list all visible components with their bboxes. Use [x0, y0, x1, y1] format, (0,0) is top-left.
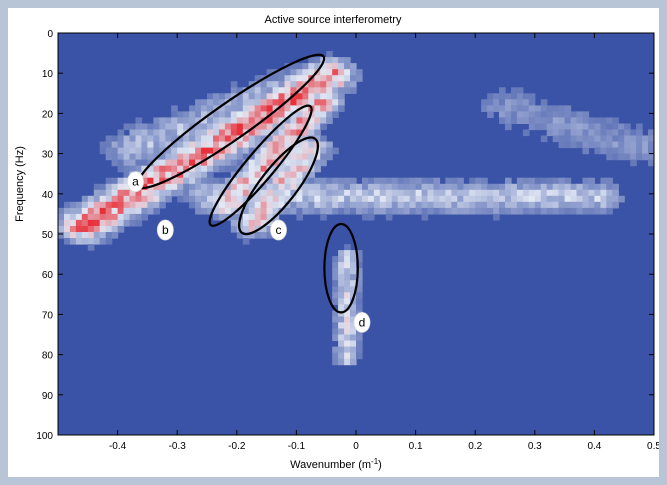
y-tick-label: 40	[42, 190, 54, 201]
y-tick-label: 20	[42, 109, 54, 120]
ellipse-d	[323, 222, 359, 314]
y-axis-label: Frequency (Hz)	[14, 146, 26, 222]
annotation-label-b: b	[162, 223, 169, 237]
y-tick-label: 10	[42, 69, 54, 80]
y-tick-label: 100	[36, 431, 53, 442]
annotation-label-d: d	[359, 315, 366, 329]
x-tick-label: 0.4	[587, 441, 601, 452]
plot-background	[58, 33, 654, 435]
y-tick-label: 80	[42, 351, 54, 362]
y-tick-label: 70	[42, 310, 54, 321]
heatmap-texture	[58, 51, 654, 366]
y-tick-label: 30	[42, 150, 54, 161]
spectrum-chart: Active source interferometry Frequency (…	[14, 14, 659, 471]
chart-title: Active source interferometry	[265, 14, 402, 26]
x-tick-label: -0.4	[109, 441, 127, 452]
y-tick-label: 60	[42, 270, 54, 281]
x-axis-label: Wavenumber (m-1)	[290, 457, 382, 471]
annotation-marker-d	[353, 311, 371, 333]
x-tick-label: 0.3	[528, 441, 542, 452]
figure-panel: Active source interferometry Frequency (…	[8, 8, 659, 477]
x-tick-label: 0	[353, 441, 359, 452]
y-tick-label: 90	[42, 391, 54, 402]
x-tick-label: 0.1	[409, 441, 423, 452]
x-tick-label: -0.2	[228, 441, 246, 452]
x-axis-label-superscript: -1	[371, 457, 379, 466]
x-tick-label: 0.2	[468, 441, 482, 452]
x-tick-label: -0.3	[169, 441, 187, 452]
annotation-marker-b	[156, 219, 174, 241]
annotation-label-a: a	[132, 175, 139, 189]
annotation-marker-a	[127, 171, 144, 193]
y-tick-label: 0	[47, 29, 53, 40]
x-axis-label-text: Wavenumber (m	[290, 459, 371, 471]
y-tick-label: 50	[42, 230, 54, 241]
x-tick-label: -0.1	[288, 441, 306, 452]
annotation-marker-c	[270, 219, 287, 241]
x-axis-label-close: )	[378, 459, 382, 471]
plot-area: a b c d -0.4 -0.3 -0.2 -0.1 0 0.1 0.2 0.3 0.4 0.5 0 10 2…	[36, 29, 659, 452]
annotation-label-c: c	[276, 223, 282, 237]
ellipse-c	[238, 136, 319, 236]
ellipse-b	[208, 104, 313, 227]
x-tick-label: 0.5	[647, 441, 659, 452]
